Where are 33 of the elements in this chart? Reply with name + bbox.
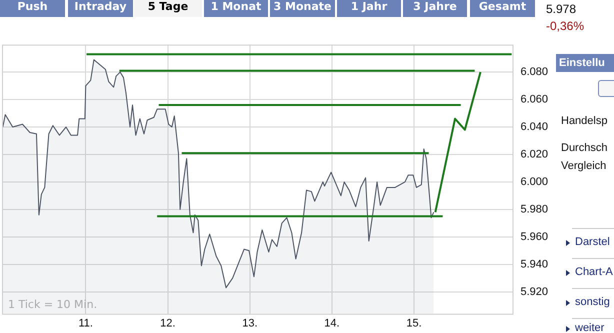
- y-tick-label: 5.940: [520, 258, 548, 270]
- y-tick-label: 6.020: [520, 148, 548, 161]
- text: Einstellu: [556, 54, 614, 72]
- text: 1 Monat: [204, 0, 268, 17]
- text: 3 Monate: [270, 0, 335, 17]
- x-tick-label: 13.: [242, 317, 258, 330]
- y-tick-label: 5.920: [520, 286, 548, 298]
- text: Push: [0, 0, 65, 17]
- text: 3 Jahre: [403, 0, 467, 17]
- text: -0,36%: [546, 19, 584, 33]
- text: 5.978: [546, 2, 576, 16]
- text: sonstig: [575, 296, 610, 308]
- y-tick-label: 6.000: [520, 176, 548, 188]
- y-tick-label: 6.080: [520, 66, 548, 78]
- y-tick-label: 6.060: [520, 94, 548, 106]
- text: Vergleich: [561, 160, 606, 172]
- y-tick-label: 5.960: [520, 230, 548, 243]
- x-tick-label: 14.: [324, 317, 340, 330]
- y-tick-label: 5.980: [520, 203, 548, 216]
- text: 5 Tage: [134, 0, 202, 17]
- annotation: 1 Tick = 10 Min.: [8, 298, 98, 312]
- text: 1 Jahr: [337, 0, 401, 17]
- text: weiter: [575, 322, 604, 333]
- y-tick-label: 6.040: [520, 121, 548, 134]
- text: Chart-A: [575, 266, 613, 278]
- text: Gesamt: [470, 0, 535, 17]
- text: Handelsp: [561, 115, 608, 127]
- x-tick-label: 15.: [406, 317, 422, 330]
- x-tick-label: 12.: [160, 317, 176, 330]
- text: Darstel: [575, 236, 610, 248]
- text: Intraday: [68, 0, 133, 17]
- x-tick-label: 11.: [78, 317, 93, 330]
- text: Durchsch: [561, 142, 608, 154]
